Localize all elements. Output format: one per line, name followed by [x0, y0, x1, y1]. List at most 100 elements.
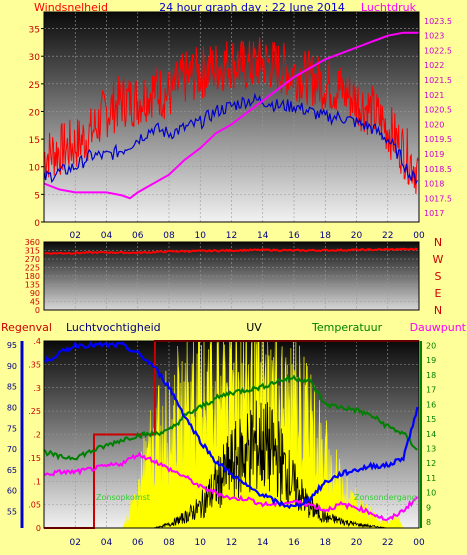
- temperature-tick-label: 9: [426, 503, 431, 512]
- humidity-tick-label: 70: [7, 445, 17, 454]
- humidity-tick-label: 65: [7, 466, 17, 475]
- wind-direction-tick-label: 90: [30, 289, 40, 298]
- wind-direction-panel-frame: [43, 241, 420, 311]
- humidity-line: [43, 340, 419, 510]
- time-tick-label: 10: [195, 538, 207, 548]
- wind-gust-line: [43, 37, 419, 194]
- rain-tick-label: .25: [28, 407, 41, 416]
- time-tick-label: 00: [413, 231, 425, 241]
- wind-axis-title: Windsnelheid: [34, 1, 108, 14]
- lower-panel-frame: [43, 340, 420, 529]
- pressure-tick-label: 1023.5: [424, 17, 452, 26]
- pressure-axis-title: Luchtdruk: [361, 1, 417, 14]
- time-tick-label: 16: [288, 231, 300, 241]
- pressure-tick-label: 1020.5: [424, 106, 452, 115]
- compass-letter: N: [434, 236, 442, 249]
- rain-tick-label: .2: [33, 431, 41, 440]
- rain-tick-label: .1: [33, 477, 41, 486]
- time-tick-label: 10: [195, 231, 207, 241]
- wind-speed-tick-label: 10: [29, 164, 41, 174]
- time-tick-label: 02: [70, 538, 81, 548]
- wind-direction-tick-label: 270: [25, 255, 40, 264]
- humidity-tick-label: 85: [7, 383, 17, 392]
- wind-panel-time-ticks: 02 04 06 08 10 12 14 16 18 20 22 00: [70, 231, 425, 241]
- wind-speed-tick-label: 35: [29, 26, 40, 36]
- sunset-label: Zonsondergang: [354, 493, 417, 502]
- humidity-tick-label: 75: [7, 424, 17, 433]
- rain-tick-label: .3: [33, 384, 41, 393]
- pressure-tick-label: 1017.5: [424, 194, 452, 203]
- humidity-axis-title: Luchtvochtigheid: [66, 321, 161, 334]
- temperature-axis-title: Temperatuur: [311, 321, 383, 334]
- lower-panel-time-ticks: 02 04 06 08 10 12 14 16 18 20 22 00: [70, 538, 425, 548]
- time-tick-label: 18: [320, 231, 332, 241]
- pressure-tick-label: 1018.5: [424, 165, 452, 174]
- wind-panel-frame: [43, 11, 420, 223]
- time-tick-label: 04: [101, 538, 113, 548]
- time-tick-label: 04: [101, 231, 113, 241]
- pressure-ticks: 1017 1017.5 1018 1018.5 1019 1019.5 1020 1020.5…: [424, 17, 452, 218]
- temperature-tick-label: 20: [426, 341, 436, 350]
- wind-direction-tick-label: 45: [30, 298, 40, 307]
- wind-direction-grid: [44, 242, 419, 310]
- pressure-line: [43, 31, 419, 200]
- temperature-ticks: 8 9 10 11 12 13 14 15 16 17 18 19 20: [420, 341, 436, 528]
- humidity-tick-label: 80: [7, 403, 17, 412]
- temperature-tick-label: 19: [426, 356, 436, 365]
- time-tick-label: 20: [351, 538, 363, 548]
- wind-speed-tick-label: 20: [29, 108, 41, 118]
- wind-direction-tick-label: 0: [35, 306, 40, 315]
- compass-letter: E: [435, 287, 442, 300]
- wind-direction-tick-label: 180: [25, 272, 40, 281]
- wind-direction-tick-label: 315: [25, 247, 40, 256]
- wind-direction-line: [43, 247, 418, 255]
- time-tick-label: 18: [320, 538, 332, 548]
- time-tick-label: 14: [257, 538, 269, 548]
- temperature-tick-label: 17: [426, 386, 436, 395]
- temperature-tick-label: 12: [426, 459, 436, 468]
- temperature-tick-label: 16: [426, 400, 436, 409]
- pressure-tick-label: 1019: [424, 150, 444, 159]
- pressure-tick-label: 1021: [424, 91, 444, 100]
- humidity-ticks: 55 60 65 70 75 80 85 90 95: [7, 341, 17, 516]
- compass-letter: S: [435, 270, 442, 283]
- time-tick-label: 12: [226, 538, 237, 548]
- rain-tick-label: .05: [28, 501, 41, 510]
- compass-letter: W: [433, 253, 444, 266]
- temperature-tick-label: 11: [426, 474, 436, 483]
- humidity-tick-label: 95: [7, 341, 17, 350]
- temperature-tick-label: 10: [426, 489, 436, 498]
- rain-tick-label: 0: [36, 524, 41, 533]
- wind-speed-tick-label: 15: [29, 136, 40, 146]
- wind-panel-series: [43, 31, 419, 200]
- pressure-tick-label: 1021.5: [424, 76, 452, 85]
- pressure-tick-label: 1023: [424, 32, 444, 41]
- time-tick-label: 22: [382, 231, 393, 241]
- wind-direction-tick-label: 135: [25, 281, 40, 290]
- rain-tick-label: .35: [28, 360, 41, 369]
- time-tick-label: 06: [132, 231, 144, 241]
- compass-letter: N: [434, 304, 442, 317]
- time-tick-label: 00: [413, 538, 425, 548]
- chart-title: 24 hour graph day : 22 June 2014: [159, 1, 345, 14]
- time-tick-label: 20: [351, 231, 363, 241]
- time-tick-label: 06: [132, 538, 144, 548]
- temperature-tick-label: 14: [426, 430, 436, 439]
- temperature-line: [43, 374, 418, 461]
- rain-ticks: 0 .05 .1 .15 .2 .25 .3 .35 .4: [20, 337, 41, 533]
- temperature-tick-label: 15: [426, 415, 436, 424]
- temperature-tick-label: 13: [426, 444, 436, 453]
- time-tick-label: 02: [70, 231, 81, 241]
- wind-average-line: [43, 92, 418, 186]
- time-tick-label: 14: [257, 231, 269, 241]
- pressure-tick-label: 1022.5: [424, 46, 452, 55]
- sunrise-label: Zonsopkomst: [96, 493, 150, 502]
- uv-title: UV: [246, 321, 262, 334]
- humidity-tick-label: 60: [7, 487, 17, 496]
- dewpoint-line: [43, 451, 419, 522]
- wind-speed-tick-label: 5: [34, 191, 40, 201]
- wind-direction-series: [43, 247, 418, 255]
- wind-direction-tick-label: 360: [25, 238, 40, 247]
